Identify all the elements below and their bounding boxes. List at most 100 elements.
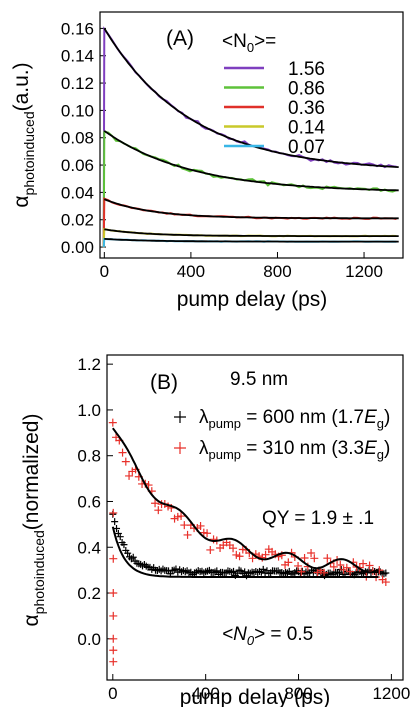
legend-b-label-part: λ (199, 407, 209, 428)
panel-b-310nm-marker (300, 554, 309, 563)
panel-b-y-tick-label: 0.2 (77, 584, 101, 603)
panel-a-series-0.07-fit (104, 238, 399, 243)
panel-b-y-tick-label: 0.4 (77, 538, 101, 557)
panel-b-310nm-marker (323, 554, 332, 563)
panel-b-310nm-marker (336, 561, 345, 570)
legend-b-label-part: = 310 nm (3.3 (241, 438, 364, 459)
legend-label-0.36: 0.36 (288, 98, 325, 119)
panel-b-310nm-marker (381, 578, 390, 587)
panel-b-y-ticks: 0.0 0.2 0.4 0.6 0.8 1.0 1.2 (77, 355, 113, 649)
size-annotation: 9.5 nm (230, 369, 288, 390)
panel-a-series-0.14-data (102, 227, 397, 248)
panel-a-y-tick-label: 0.12 (61, 74, 94, 93)
panel-b-x-tick-label: 0 (108, 684, 117, 703)
panel-b-310nm-marker (118, 448, 127, 457)
panel-b-600nm-marker (230, 567, 238, 575)
n0-annotation: <N0> = 0.5 (222, 624, 313, 648)
panel-b-310nm-marker (183, 530, 192, 539)
panel-a-y-tick-label: 0.08 (61, 129, 94, 148)
panel-b-310nm-marker (109, 634, 118, 643)
panel-a-x-tick-label: 800 (263, 262, 291, 281)
panel-b-y-tick-label: 0.8 (77, 447, 101, 466)
legend-b-label-1: λpump = 310 nm (3.3Eg) (199, 438, 390, 462)
n0-sub: 0 (247, 633, 255, 648)
panel-b-310nm-marker (206, 545, 215, 554)
panel-b-fit-1 (112, 427, 379, 574)
panel-b-y-unit: (normalized) (20, 414, 43, 531)
panel-b-310nm-marker (261, 550, 270, 559)
panel-b-600nm-marker (382, 569, 390, 577)
panel-b-600nm-marker (120, 541, 128, 549)
panel-b-x-ticks: 0 400 800 1200 (108, 674, 410, 703)
panel-b-310nm-marker (125, 471, 134, 480)
panel-a-x-ticks: 0 400 800 1200 (100, 252, 383, 281)
panel-b-310nm-marker (229, 544, 238, 553)
panel-a-x-tick-label: 400 (177, 262, 205, 281)
panel-b-y-tick-label: 0.6 (77, 492, 101, 511)
qy-annotation: QY = 1.9 ± .1 (262, 508, 374, 529)
panel-b-310nm-marker (346, 567, 355, 576)
legend-title: <N0>= (222, 31, 276, 55)
panel-b-310nm-marker (109, 589, 118, 598)
panel-a-x-tick-label: 1200 (345, 262, 383, 281)
panel-a-x-axis-label: pump delay (ps) (177, 288, 328, 311)
panel-b-label: (B) (150, 371, 178, 394)
legend-title-main: <N (222, 31, 247, 52)
panel-b-600nm-marker (129, 553, 137, 561)
panel-a-series-1.56-data (102, 26, 397, 248)
legend-b-marker-1 (174, 442, 186, 454)
legend-b-marker-0 (174, 411, 186, 423)
panel-b-fit-0 (111, 526, 379, 578)
panel-a: 0.00 0.02 0.04 0.06 0.08 0.10 0.12 0.14 0.16 0 40… (10, 11, 404, 311)
panel-a-y-tick-label: 0.04 (61, 183, 94, 202)
panel-b-310nm-marker (154, 506, 163, 515)
panel-a-series (102, 26, 399, 248)
legend-b-label-part: pump (209, 416, 242, 431)
legend-b-label-part: λ (199, 438, 209, 459)
panel-b-legend: λpump = 600 nm (1.7Eg)λpump = 310 nm (3.… (174, 407, 390, 462)
panel-a-y-unit: (a.u.) (10, 62, 33, 111)
panel-b-y-alpha: α (20, 614, 43, 626)
legend-label-0.86: 0.86 (288, 79, 325, 100)
panel-b-310nm-marker (320, 568, 329, 577)
panel-b-310nm-marker (203, 529, 212, 538)
panel-b-series (108, 418, 390, 666)
panel-b-310nm-marker (297, 567, 306, 576)
panel-a-y-tick-label: 0.16 (61, 19, 94, 38)
panel-b-x-axis-label: pump delay (ps) (180, 686, 331, 707)
panel-a-label: (A) (166, 27, 194, 50)
panel-b-310nm-marker (151, 499, 160, 508)
panel-b-y-tick-label: 1.2 (77, 355, 101, 374)
panel-b-x-tick-label: 800 (284, 684, 312, 703)
legend-b-label-part: g (377, 416, 384, 431)
panel-b: 0.0 0.2 0.4 0.6 0.8 1.0 1.2 0 400 800 1200 (B) 9.… (20, 354, 410, 707)
panel-b-x-tick-label: 1200 (372, 684, 410, 703)
panel-b-x-tick-label: 400 (191, 684, 219, 703)
panel-b-310nm-marker (177, 512, 186, 521)
panel-a-y-sub: photoinduced (21, 111, 37, 195)
panel-a-y-tick-label: 0.06 (61, 156, 94, 175)
panel-b-310nm-marker (109, 611, 118, 620)
panel-a-y-tick-label: 0.00 (61, 238, 94, 257)
legend-b-label-0: λpump = 600 nm (1.7Eg) (199, 407, 390, 431)
panel-b-310nm-marker (109, 554, 118, 563)
panel-a-y-tick-label: 0.10 (61, 101, 94, 120)
panel-a-plot-frame (99, 11, 404, 259)
panel-b-y-sub: photoinduced (31, 530, 47, 614)
panel-b-600nm-marker (241, 568, 249, 576)
legend-b-label-part: ) (384, 438, 390, 459)
legend-b-label-part: = 600 nm (1.7 (241, 407, 364, 428)
panel-b-600nm-marker (111, 518, 119, 526)
panel-b-310nm-marker (109, 657, 118, 666)
legend-label-0.07: 0.07 (288, 137, 325, 158)
legend-label-1.56: 1.56 (288, 59, 325, 80)
panel-b-310nm-marker (235, 552, 244, 561)
panel-b-310nm-marker (359, 559, 368, 568)
legend-b-label-part: pump (209, 447, 242, 462)
panel-a-y-alpha: α (10, 195, 33, 207)
panel-b-310nm-marker (109, 508, 118, 517)
panel-b-600nm-marker (259, 565, 267, 573)
panel-b-310nm-marker (121, 457, 130, 466)
panel-b-310nm-marker (310, 554, 319, 563)
